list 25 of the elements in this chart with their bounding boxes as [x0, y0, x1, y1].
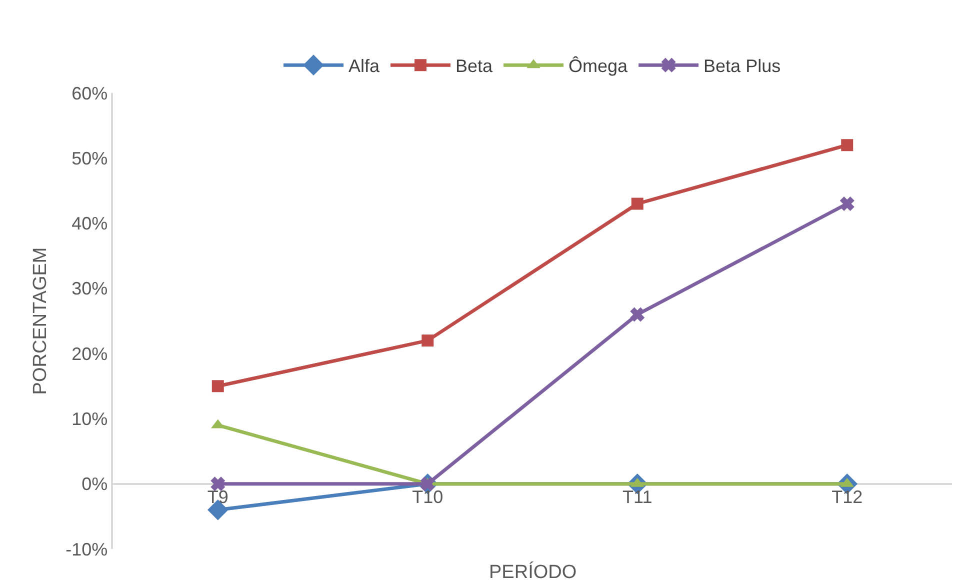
point	[631, 198, 644, 210]
point	[212, 380, 224, 392]
point	[630, 308, 644, 322]
y-tick-label: 30%	[72, 278, 108, 299]
legend-label: Alfa	[348, 56, 381, 76]
legend-label: Beta Plus	[704, 56, 781, 76]
point	[422, 334, 434, 347]
x-tick-label: T10	[412, 486, 444, 507]
legend-label: Beta	[456, 56, 494, 76]
y-tick-label: -10%	[66, 539, 108, 560]
x-tick-label: T11	[622, 486, 652, 507]
point	[841, 139, 854, 152]
x-tick-label: T9	[207, 486, 228, 507]
point	[210, 476, 225, 491]
x-axis-title: PERÍODO	[489, 561, 577, 583]
y-tick-label: 50%	[72, 148, 108, 168]
y-tick-label: 0%	[82, 474, 108, 494]
y-tick-label: 40%	[72, 214, 108, 234]
point	[840, 196, 854, 211]
x-tick-label: T12	[832, 486, 863, 507]
y-axis-title: PORCENTAGEM	[30, 247, 51, 395]
y-tick-label: 20%	[72, 344, 108, 364]
y-tick-label: 10%	[72, 409, 108, 430]
legend-label: Ômega	[568, 56, 629, 76]
y-tick-label: 60%	[72, 83, 108, 104]
